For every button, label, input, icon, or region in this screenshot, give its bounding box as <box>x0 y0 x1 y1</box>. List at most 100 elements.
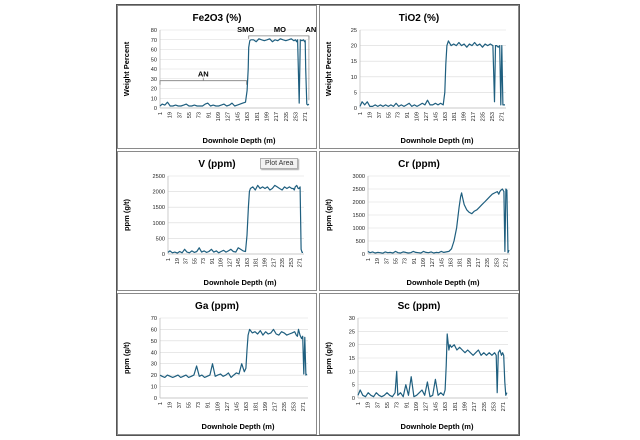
x-tick-label: 217 <box>471 112 477 121</box>
x-tick-label: 73 <box>395 402 401 408</box>
x-tick-label: 19 <box>168 112 174 118</box>
annotation-label: AN <box>198 70 209 79</box>
y-axis-label: ppm (g/t) <box>324 198 333 231</box>
x-tick-label: 235 <box>282 402 288 411</box>
y-axis-label: Weight Percent <box>324 41 333 96</box>
x-tick-label: 37 <box>177 402 183 408</box>
y-tick-label: 0 <box>352 396 355 402</box>
x-tick-label: 217 <box>472 402 478 411</box>
x-tick-label: 217 <box>476 258 482 267</box>
chart-title: Sc (ppm) <box>398 301 441 312</box>
x-tick-label: 235 <box>480 112 486 121</box>
chart-svg: TiO2 (%) 0 5 10 15 20 25 1 19 37 55 73 91 109 127 145 16… <box>324 13 506 145</box>
data-series-line <box>159 328 308 379</box>
x-tick-label: 217 <box>271 258 277 267</box>
x-tick-label: 163 <box>244 402 250 411</box>
x-tick-label: 253 <box>293 112 299 121</box>
x-tick-label: 19 <box>375 258 381 264</box>
annotation-label: AN <box>306 25 316 34</box>
chart-svg: Fe2O3 (%) 0 10 20 30 40 50 60 70 80 1 19 37 55 73 91 109… <box>122 13 316 145</box>
x-tick-label: 109 <box>219 258 225 267</box>
x-tick-label: 109 <box>216 112 222 121</box>
y-tick-label: 20 <box>349 343 355 349</box>
y-tick-label: 30 <box>151 362 157 368</box>
y-tick-label: 0 <box>154 106 157 112</box>
x-tick-label: 1 <box>158 402 164 405</box>
x-tick-label: 91 <box>405 112 411 118</box>
y-tick-label: 10 <box>351 75 357 81</box>
x-tick-label: 199 <box>467 258 473 267</box>
x-tick-label: 37 <box>375 402 381 408</box>
x-axis-label: Downhole Depth (m) <box>203 136 276 145</box>
x-tick-label: 73 <box>396 112 402 118</box>
x-tick-label: 127 <box>226 112 232 121</box>
x-tick-label: 55 <box>187 402 193 408</box>
x-tick-label: 55 <box>187 112 193 118</box>
data-series-line <box>159 38 310 107</box>
x-axis-label: Downhole Depth (m) <box>202 422 275 431</box>
y-tick-label: 60 <box>151 48 157 54</box>
x-tick-label: 19 <box>175 258 181 264</box>
x-axis-label: Downhole Depth (m) <box>401 422 474 431</box>
x-tick-label: 271 <box>499 112 505 121</box>
x-tick-label: 37 <box>177 112 183 118</box>
x-tick-label: 181 <box>452 112 458 121</box>
x-tick-label: 163 <box>443 402 449 411</box>
x-tick-label: 145 <box>433 402 439 411</box>
y-tick-label: 0 <box>362 252 365 258</box>
x-tick-label: 19 <box>168 402 174 408</box>
x-tick-label: 217 <box>273 402 279 411</box>
panel-v: V (ppm) 0 500 1000 1500 2000 2500 1 19 37 55 73 91 10… <box>117 151 317 291</box>
x-tick-label: 181 <box>254 258 260 267</box>
y-tick-label: 2500 <box>153 174 165 180</box>
annotation-bracket <box>159 80 247 85</box>
y-tick-label: 40 <box>151 350 157 356</box>
x-tick-label: 1 <box>356 402 362 405</box>
y-tick-label: 10 <box>349 369 355 375</box>
x-tick-label: 91 <box>404 402 410 408</box>
x-tick-label: 145 <box>234 402 240 411</box>
x-tick-label: 73 <box>196 402 202 408</box>
x-tick-label: 163 <box>245 258 251 267</box>
x-tick-label: 109 <box>414 402 420 411</box>
y-tick-label: 500 <box>156 236 165 242</box>
chart-title: V (ppm) <box>198 159 235 170</box>
x-tick-label: 1 <box>158 112 164 115</box>
annotation-bracket <box>248 35 310 39</box>
x-tick-label: 163 <box>245 112 251 121</box>
x-tick-label: 163 <box>448 258 454 267</box>
x-tick-label: 127 <box>430 258 436 267</box>
chart-svg: V (ppm) 0 500 1000 1500 2000 2500 1 19 37 55 73 91 10… <box>122 159 304 287</box>
x-tick-label: 91 <box>206 402 212 408</box>
panel-cr: Cr (ppm) 0 500 1000 1500 2000 2500 3000 1 19 37 55 7… <box>319 151 519 291</box>
x-tick-label: 199 <box>264 112 270 121</box>
x-tick-label: 145 <box>433 112 439 121</box>
x-tick-label: 37 <box>384 258 390 264</box>
x-tick-label: 55 <box>385 402 391 408</box>
y-tick-label: 30 <box>151 77 157 83</box>
x-tick-label: 235 <box>284 112 290 121</box>
x-tick-label: 253 <box>490 112 496 121</box>
x-tick-label: 253 <box>292 402 298 411</box>
y-tick-label: 40 <box>151 67 157 73</box>
x-tick-label: 127 <box>424 112 430 121</box>
annotation-label: SMO <box>237 25 254 34</box>
y-tick-label: 2500 <box>353 187 365 193</box>
y-tick-label: 5 <box>352 383 355 389</box>
y-axis-label: ppm (g/t) <box>324 341 333 374</box>
y-tick-label: 20 <box>351 44 357 50</box>
y-axis-label: ppm (g/t) <box>122 198 131 231</box>
x-tick-label: 253 <box>494 258 500 267</box>
y-tick-label: 5 <box>354 90 357 96</box>
x-tick-label: 235 <box>482 402 488 411</box>
y-tick-label: 20 <box>151 87 157 93</box>
data-series-line <box>367 188 510 254</box>
x-tick-label: 1 <box>166 258 172 261</box>
chart-svg: Ga (ppm) 0 10 20 30 40 50 60 70 1 19 37 55 73 91 109 127… <box>122 301 308 431</box>
panel-sc: Sc (ppm) 0 5 10 15 20 25 30 1 19 37 55 73 91 109 127 145… <box>319 293 519 435</box>
x-tick-label: 235 <box>280 258 286 267</box>
y-tick-label: 0 <box>162 252 165 258</box>
x-tick-label: 145 <box>235 112 241 121</box>
y-tick-label: 0 <box>154 396 157 402</box>
data-series-line <box>357 333 508 398</box>
